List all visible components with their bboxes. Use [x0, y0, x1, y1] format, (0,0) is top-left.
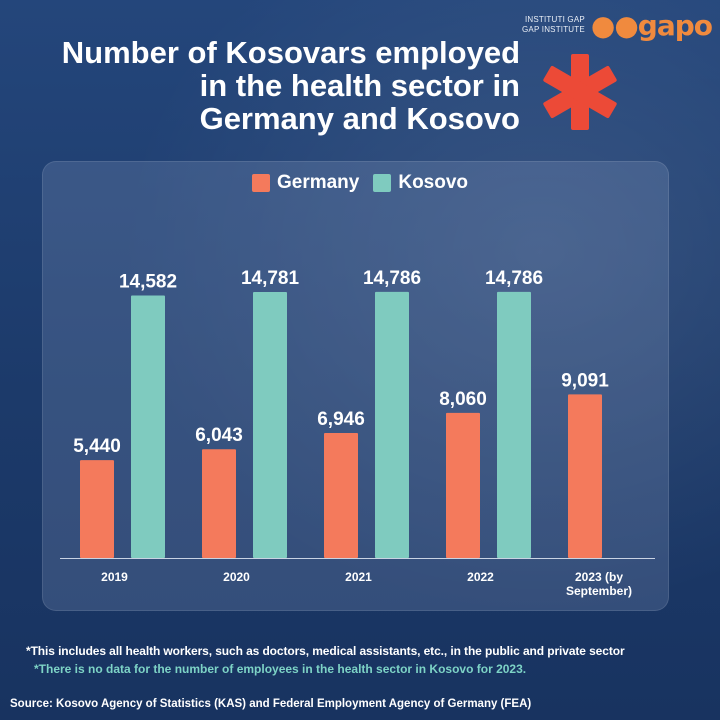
footnote-no-data: *There is no data for the number of empl… — [34, 662, 527, 676]
title-line-2: in the health sector in — [199, 68, 520, 103]
bar-germany-2022 — [446, 412, 480, 558]
x-tick-label-2021: 2021 — [345, 570, 372, 584]
data-label-germany-2020: 6,043 — [195, 425, 243, 446]
x-tick-label-2020: 2020 — [223, 570, 250, 584]
chart-title: Number of Kosovars employed in the healt… — [60, 36, 520, 135]
legend-item-germany: Germany — [251, 172, 360, 194]
bar-germany-2020 — [202, 449, 236, 558]
legend-swatch-kosovo — [373, 174, 392, 192]
data-label-germany-2019: 5,440 — [73, 436, 121, 457]
logo-wordmark: gapo — [637, 8, 713, 42]
bar-germany-2021 — [324, 432, 358, 558]
source-note: Source: Kosovo Agency of Statistics (KAS… — [10, 698, 532, 710]
logo-mark: ●●gapo — [590, 8, 713, 42]
data-label-kosovo-2020: 14,781 — [241, 268, 300, 289]
bar-kosovo-2022 — [497, 291, 531, 558]
medical-asterisk-icon — [543, 54, 617, 130]
title-line-3: Germany and Kosovo — [199, 101, 520, 136]
bar-kosovo-2020 — [253, 291, 287, 558]
x-tick-label-2023-by-line2: September) — [566, 584, 632, 598]
data-label-germany-2023-by: 9,091 — [561, 370, 609, 391]
footnote-health-workers: *This includes all health workers, such … — [26, 644, 625, 658]
data-label-kosovo-2022: 14,786 — [485, 268, 543, 289]
x-tick-label-2022: 2022 — [467, 570, 494, 584]
data-label-kosovo-2019: 14,582 — [119, 272, 177, 293]
data-label-germany-2021: 6,946 — [317, 409, 365, 430]
x-tick-label-2019: 2019 — [101, 570, 128, 584]
legend: Germany Kosovo — [0, 170, 720, 196]
logo-line2: GAP INSTITUTE — [522, 25, 585, 34]
legend-swatch-germany — [251, 174, 270, 192]
data-label-kosovo-2021: 14,786 — [363, 268, 421, 289]
logo: INSTITUTI GAP GAP INSTITUTE ●●gapo — [522, 8, 713, 42]
title-line-1: Number of Kosovars employed — [61, 35, 520, 70]
x-tick-label-2023-by: 2023 (by — [575, 570, 623, 584]
bar-kosovo-2019 — [131, 295, 165, 558]
bar-germany-2019 — [80, 460, 114, 558]
legend-label-germany: Germany — [276, 172, 360, 193]
legend-label-kosovo: Kosovo — [398, 172, 469, 193]
logo-line1: INSTITUTI GAP — [524, 15, 585, 24]
legend-item-kosovo: Kosovo — [373, 172, 468, 194]
logo-dots-icon: ●● — [590, 8, 639, 42]
bar-kosovo-2021 — [375, 291, 409, 558]
data-label-germany-2022: 8,060 — [439, 389, 487, 410]
bar-germany-2023-by — [568, 394, 602, 558]
logo-text: INSTITUTI GAP GAP INSTITUTE — [522, 15, 585, 35]
